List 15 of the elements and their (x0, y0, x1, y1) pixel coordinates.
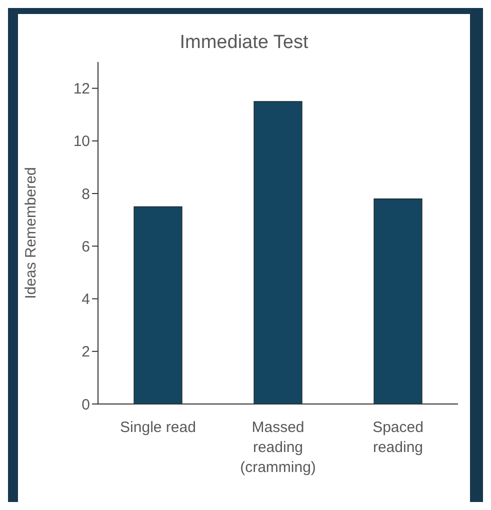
x-tick-label: Massed reading (cramming) (240, 419, 316, 476)
y-tick-label: 0 (82, 396, 90, 414)
y-tick-label: 12 (73, 80, 90, 98)
y-tick-label: 6 (82, 238, 90, 256)
bar (254, 101, 302, 404)
y-tick-label: 10 (73, 133, 90, 150)
bar (134, 206, 182, 404)
y-tick-label: 2 (82, 344, 90, 361)
y-tick-label: 4 (82, 291, 90, 308)
x-tick-label: Single read (120, 419, 196, 436)
x-tick-label: Spaced reading (372, 419, 424, 456)
chart-title: Immediate Test (178, 32, 310, 54)
bar (374, 198, 422, 404)
y-axis-title: Ideas Remembered (22, 167, 40, 299)
y-tick-label: 8 (82, 186, 90, 203)
